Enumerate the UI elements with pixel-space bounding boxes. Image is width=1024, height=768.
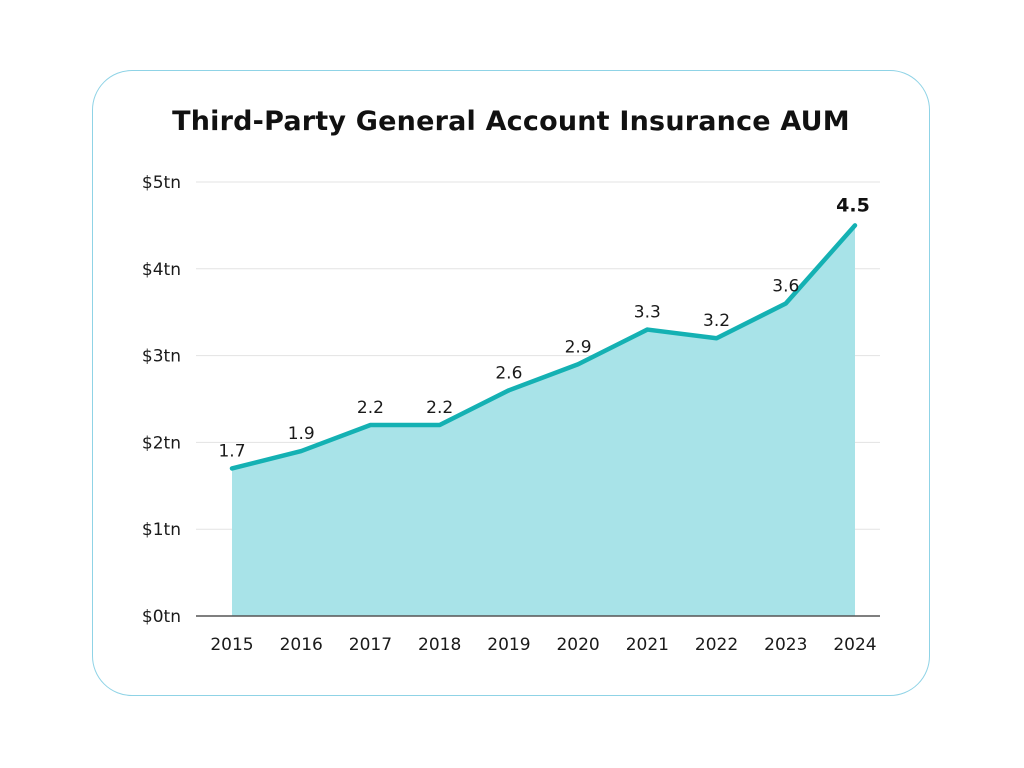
x-tick-label: 2022	[695, 635, 738, 655]
x-tick-label: 2018	[418, 635, 461, 655]
x-tick-label: 2024	[833, 635, 876, 655]
data-labels: 1.7 1.9 2.2 2.2 2.6 2.9 3.3 3.2 3.6 4.5	[218, 194, 869, 461]
x-tick-label: 2021	[626, 635, 669, 655]
x-tick-label: 2020	[556, 635, 599, 655]
x-tick-label: 2017	[349, 635, 392, 655]
y-tick-label: $5tn	[142, 173, 181, 193]
data-label: 1.7	[218, 441, 245, 461]
x-tick-label: 2015	[210, 635, 253, 655]
x-tick-label: 2023	[764, 635, 807, 655]
data-label: 3.3	[634, 303, 661, 323]
data-label: 1.9	[288, 424, 315, 444]
y-tick-label: $4tn	[142, 260, 181, 280]
data-label: 3.6	[772, 277, 799, 297]
area-layer	[232, 225, 855, 616]
data-label: 4.5	[836, 194, 870, 216]
x-axis-ticks: 2015 2016 2017 2018 2019 2020 2021 2022 2023 2024	[210, 635, 876, 655]
y-tick-label: $1tn	[142, 520, 181, 540]
series-line	[229, 223, 858, 471]
x-tick-label: 2016	[280, 635, 323, 655]
area-fill	[232, 225, 855, 616]
data-label: 3.2	[703, 311, 730, 331]
x-tick-label: 2019	[487, 635, 530, 655]
y-tick-label: $0tn	[142, 607, 181, 627]
y-tick-label: $3tn	[142, 347, 181, 367]
y-axis-ticks: $0tn $1tn $2tn $3tn $4tn $5tn	[142, 173, 181, 627]
chart-title: Third-Party General Account Insurance AU…	[172, 106, 850, 137]
line-layer	[229, 223, 858, 471]
y-tick-label: $2tn	[142, 433, 181, 453]
data-label: 2.9	[565, 337, 592, 357]
data-label: 2.6	[495, 363, 522, 383]
data-label: 2.2	[426, 398, 453, 418]
data-label: 2.2	[357, 398, 384, 418]
